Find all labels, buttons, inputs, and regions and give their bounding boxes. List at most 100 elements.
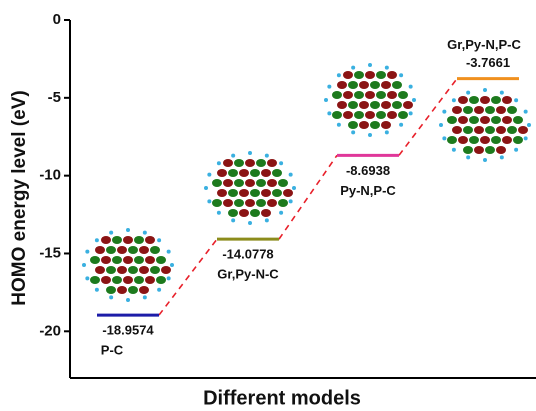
atom (170, 263, 174, 267)
lobe (123, 236, 133, 244)
lobe (267, 159, 277, 167)
lobe (354, 111, 364, 119)
atom (292, 186, 296, 190)
lobe (256, 199, 266, 207)
model-label: P-C (101, 343, 124, 358)
lobe (485, 126, 495, 134)
lobe (354, 91, 364, 99)
model-label: Gr,Py-N,P-C (447, 37, 521, 52)
lobe (156, 256, 166, 264)
atom (204, 186, 208, 190)
atom (327, 111, 331, 115)
value-label: -14.0778 (222, 247, 273, 262)
lobe (128, 286, 138, 294)
y-axis-label: HOMO energy level (eV) (9, 90, 30, 305)
lobe (370, 121, 380, 129)
atom (351, 130, 355, 134)
atom (412, 98, 416, 102)
lobe (485, 146, 495, 154)
lobe (272, 189, 282, 197)
lobe (106, 266, 116, 274)
lobe (223, 179, 233, 187)
lobe (452, 126, 462, 134)
lobe (463, 106, 473, 114)
atom (409, 85, 413, 89)
orbital-image (439, 88, 531, 162)
atom (385, 66, 389, 70)
lobe (234, 179, 244, 187)
lobe (245, 199, 255, 207)
lobe (223, 199, 233, 207)
lobe (161, 266, 171, 274)
lobe (139, 246, 149, 254)
atom (466, 155, 470, 159)
lobe (469, 96, 479, 104)
lobe (117, 266, 127, 274)
lobe (283, 189, 293, 197)
lobe (469, 116, 479, 124)
chart: Different models HOMO energy level (eV) … (0, 0, 536, 411)
atom (95, 238, 99, 242)
lobe (474, 146, 484, 154)
atom (452, 98, 456, 102)
atom (207, 173, 211, 177)
lobe (223, 159, 233, 167)
lobe (507, 126, 517, 134)
lobe (245, 179, 255, 187)
atom (265, 154, 269, 158)
lobe (452, 106, 462, 114)
lobe (217, 169, 227, 177)
atom (207, 199, 211, 203)
lobe (101, 236, 111, 244)
lobe (447, 116, 457, 124)
value-label: -18.9574 (102, 323, 154, 338)
atom (500, 155, 504, 159)
lobe (239, 169, 249, 177)
lobe (463, 146, 473, 154)
lobe (250, 209, 260, 217)
atom (324, 98, 328, 102)
lobe (403, 101, 413, 109)
lobe (117, 246, 127, 254)
atom (289, 199, 293, 203)
lobe (496, 126, 506, 134)
lobe (480, 136, 490, 144)
lobe (513, 136, 523, 144)
atom (167, 276, 171, 280)
atom (500, 91, 504, 95)
atom (439, 123, 443, 127)
lobe (106, 246, 116, 254)
lobe (365, 111, 375, 119)
lobe (123, 256, 133, 264)
lobe (496, 146, 506, 154)
lobe (139, 286, 149, 294)
lobe (491, 96, 501, 104)
lobe (217, 189, 227, 197)
lobe (480, 96, 490, 104)
atom (514, 98, 518, 102)
lobe (332, 111, 342, 119)
orbital-image (324, 63, 416, 137)
lobe (123, 276, 133, 284)
lobe (387, 91, 397, 99)
atom (231, 218, 235, 222)
lobe (117, 286, 127, 294)
atom (143, 231, 147, 235)
lobe (256, 179, 266, 187)
lobe (458, 116, 468, 124)
lobe (469, 136, 479, 144)
lobe (502, 96, 512, 104)
lobe (381, 101, 391, 109)
atom (527, 123, 531, 127)
lobe (458, 96, 468, 104)
atom (385, 130, 389, 134)
lobe (272, 169, 282, 177)
lobe (398, 91, 408, 99)
lobe (348, 81, 358, 89)
lobe (447, 136, 457, 144)
y-tick-label: -15 (39, 244, 61, 261)
atom (442, 110, 446, 114)
lobe (134, 256, 144, 264)
lobe (343, 111, 353, 119)
orbital-image (82, 228, 174, 302)
